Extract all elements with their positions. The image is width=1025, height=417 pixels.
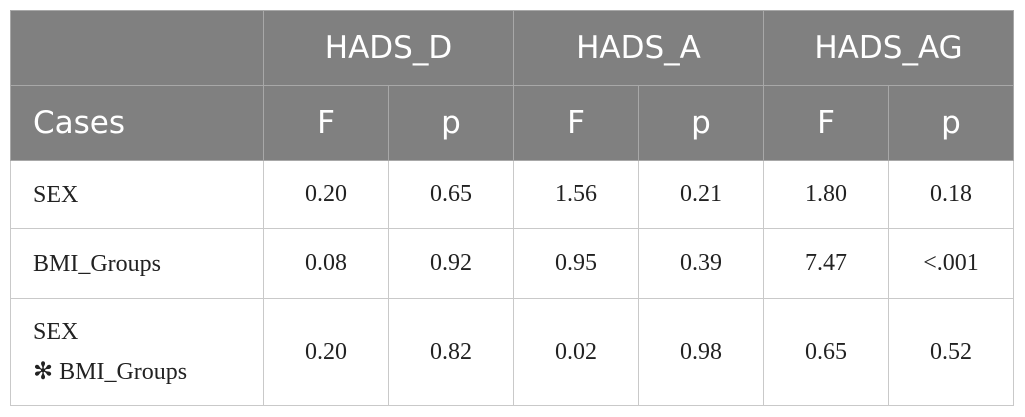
data-cell: 0.08 [263,228,389,299]
row-label-line: ✻ BMI_Groups [33,359,188,385]
data-cell: 0.39 [638,228,764,299]
data-cell: 0.92 [388,228,514,299]
data-cell: 0.20 [263,160,389,229]
data-cell: 0.98 [638,298,764,406]
data-cell: <.001 [888,228,1014,299]
data-row: SEX ✻ BMI_Groups 0.20 0.82 0.02 0.98 0.65 0.52 [10,298,1014,406]
column-header: p [638,85,764,161]
data-row: SEX 0.20 0.65 1.56 0.21 1.80 0.18 [10,160,1014,229]
data-cell: 7.47 [763,228,889,299]
data-row: BMI_Groups 0.08 0.92 0.95 0.39 7.47 <.001 [10,228,1014,299]
row-label-line: BMI_Groups [33,250,162,277]
data-cell: 0.95 [513,228,639,299]
column-header: Cases [10,85,264,161]
row-label-line: SEX [33,181,79,208]
column-header: F [763,85,889,161]
column-header: F [263,85,389,161]
group-header: HADS_A [513,10,764,86]
group-header-row: HADS_D HADS_A HADS_AG [10,10,1014,86]
data-cell: 0.18 [888,160,1014,229]
group-header: HADS_AG [763,10,1014,86]
group-header: HADS_D [263,10,514,86]
data-cell: 0.52 [888,298,1014,406]
data-cell: 1.56 [513,160,639,229]
data-cell: 0.21 [638,160,764,229]
data-cell: 0.82 [388,298,514,406]
data-cell: 1.80 [763,160,889,229]
data-cell: 0.65 [388,160,514,229]
empty-header-cell [10,10,264,86]
column-header: p [888,85,1014,161]
row-label: BMI_Groups [10,228,264,299]
row-label: SEX ✻ BMI_Groups [10,298,264,406]
data-cell: 0.20 [263,298,389,406]
row-label: SEX [10,160,264,229]
data-cell: 0.02 [513,298,639,406]
column-header: p [388,85,514,161]
row-label-line: SEX [33,319,79,345]
data-cell: 0.65 [763,298,889,406]
column-header: F [513,85,639,161]
